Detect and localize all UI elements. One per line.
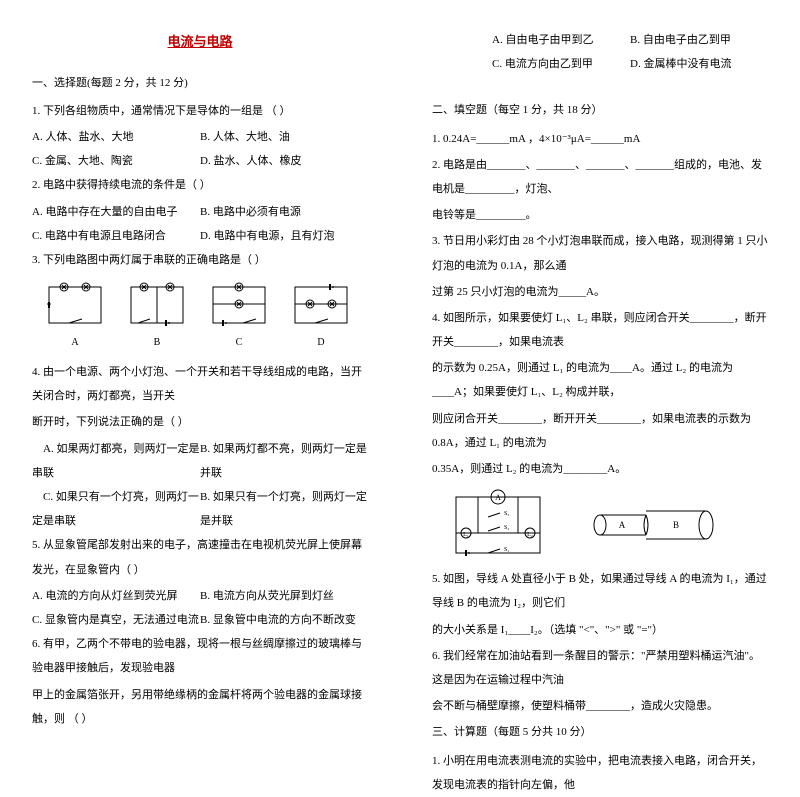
s2q6-line2: 会不断与桶壁摩擦，使塑料桶带________，造成火灾隐患。 [432, 694, 768, 718]
q1-b: B. 人体、大地、油 [200, 125, 368, 149]
circuit-a: A [44, 282, 106, 354]
svg-text:S₃: S₃ [504, 511, 509, 517]
q6-d: D. 金属棒中没有电流 [630, 52, 768, 76]
q1-d: D. 盐水、人体、橡皮 [200, 149, 368, 173]
s2q5-cylinder: A B [588, 503, 718, 547]
s2q5-line1: 5. 如图，导线 A 处直径小于 B 处，如果通过导线 A 的电流为 I₁，通过… [432, 567, 768, 615]
q1-opts: A. 人体、盐水、大地 B. 人体、大地、油 C. 金属、大地、陶瓷 D. 盐水… [32, 125, 368, 173]
s2q3-line1: 3. 节日用小彩灯由 28 个小灯泡串联而成，接入电路，现测得第 1 只小灯泡的… [432, 229, 768, 277]
s2q3-line2: 过第 25 只小灯泡的电流为_____A。 [432, 280, 768, 304]
s2q4-circuit: A L₁ L₂ S₂ S₃ S₁ [448, 489, 548, 561]
q5-stem: 5. 从显象管尾部发射出来的电子，高速撞击在电视机荧光屏上使屏幕发光，在显象管内… [32, 533, 368, 581]
circuit-a-label: A [71, 332, 78, 354]
circuit-b-label: B [154, 332, 161, 354]
circuit-b-svg [126, 282, 188, 328]
q2-c: C. 电路中有电源且电路闭合 [32, 224, 200, 248]
circuit-c-label: C [236, 332, 243, 354]
circuit-d-svg [290, 282, 352, 328]
q4-c: C. 如果只有一个灯亮，则两灯一定是串联 [32, 485, 200, 533]
s2q4-line3: 则应闭合开关________，断开开关________，如果电流表的示数为 0.… [432, 407, 768, 455]
s2q4-line2: 的示数为 0.25A，则通过 L₁ 的电流为____A。通过 L₂ 的电流为__… [432, 356, 768, 404]
s2q6-line1: 6. 我们经常在加油站看到一条醒目的警示："严禁用塑料桶运汽油"。这是因为在运输… [432, 644, 768, 692]
q5-opts: A. 电流的方向从灯丝到荧光屏 B. 电流方向从荧光屏到灯丝 C. 显象管内是真… [32, 584, 368, 632]
cyl-b: B [673, 520, 679, 530]
q5-c: C. 显象管内是真空，无法通过电流 [32, 608, 200, 632]
q6-b: B. 自由电子由乙到甲 [630, 28, 768, 52]
q2-opts: A. 电路中存在大量的自由电子 B. 电路中必须有电源 C. 电路中有电源且电路… [32, 200, 368, 248]
q1-stem: 1. 下列各组物质中，通常情况下是导体的一组是 （ ） [32, 99, 368, 123]
s2q5-line2: 的大小关系是 I₁____I₂。（选填 "<"、">" 或 "="） [432, 618, 768, 642]
s3q1: 1. 小明在用电流表测电流的实验中，把电流表接入电路，闭合开关，发现电流表的指针… [432, 749, 768, 797]
q5-b: B. 电流方向从荧光屏到灯丝 [200, 584, 368, 608]
q4-d: B. 如果只有一个灯亮，则两灯一定是并联 [200, 485, 368, 533]
svg-text:A: A [495, 493, 501, 502]
q2-b: B. 电路中必须有电源 [200, 200, 368, 224]
s2q4-line4: 0.35A，则通过 L₂ 的电流为________A。 [432, 457, 768, 481]
q5-d: B. 显象管中电流的方向不断改变 [200, 608, 368, 632]
svg-text:L₁: L₁ [463, 532, 469, 538]
q6-line1: 6. 有甲，乙两个不带电的验电器，现将一根与丝绸摩擦过的玻璃棒与验电器甲接触后，… [32, 632, 368, 680]
main-title: 电流与电路 [32, 28, 368, 57]
q3-stem: 3. 下列电路图中两灯属于串联的正确电路是（ ） [32, 248, 368, 272]
svg-text:S₂: S₂ [504, 525, 509, 531]
right-page: A. 自由电子由甲到乙 B. 自由电子由乙到甲 C. 电流方向由乙到甲 D. 金… [400, 0, 800, 563]
s2q4-line1: 4. 如图所示，如果要使灯 L₁、L₂ 串联，则应闭合开关________，断开… [432, 306, 768, 354]
q2-a: A. 电路中存在大量的自由电子 [32, 200, 200, 224]
q4-opts: A. 如果两灯都亮，则两灯一定是串联 B. 如果两灯都不亮，则两灯一定是并联 C… [32, 437, 368, 534]
q3-diagrams: A B C D [44, 282, 368, 354]
q1-c: C. 金属、大地、陶瓷 [32, 149, 200, 173]
q2-stem: 2. 电路中获得持续电流的条件是（ ） [32, 173, 368, 197]
q4-b: B. 如果两灯都不亮，则两灯一定是并联 [200, 437, 368, 485]
q4-line2: 断开时，下列说法正确的是（ ） [32, 410, 368, 434]
section3-header: 三、计算题（每题 5 分共 10 分） [432, 720, 768, 744]
circuit-c: C [208, 282, 270, 354]
circuit-a-svg [44, 282, 106, 328]
s2q2-line2: 电铃等是_________。 [432, 203, 768, 227]
s2q2-line1: 2. 电路是由_______、_______、_______、_______组成… [432, 153, 768, 201]
left-page: 电流与电路 一、选择题(每题 2 分，共 12 分) 1. 下列各组物质中，通常… [0, 0, 400, 563]
q6-opts: A. 自由电子由甲到乙 B. 自由电子由乙到甲 C. 电流方向由乙到甲 D. 金… [432, 28, 768, 76]
s2q1: 1. 0.24A=______mA ，4×10⁻³μA=______mA [432, 127, 768, 151]
circuit-c-svg [208, 282, 270, 328]
circuit-b: B [126, 282, 188, 354]
svg-text:S₁: S₁ [504, 547, 509, 553]
circuit-d: D [290, 282, 352, 354]
q6-a: A. 自由电子由甲到乙 [492, 28, 630, 52]
q2-d: D. 电路中有电源，且有灯泡 [200, 224, 368, 248]
section1-header: 一、选择题(每题 2 分，共 12 分) [32, 71, 368, 95]
q4-a: A. 如果两灯都亮，则两灯一定是串联 [32, 437, 200, 485]
section2-header: 二、填空题（每空 1 分，共 18 分） [432, 98, 768, 122]
q5-a: A. 电流的方向从灯丝到荧光屏 [32, 584, 200, 608]
s2q4-diagrams: A L₁ L₂ S₂ S₃ S₁ A B [448, 489, 768, 561]
circuit-d-label: D [317, 332, 324, 354]
q6-c: C. 电流方向由乙到甲 [492, 52, 630, 76]
q4-line1: 4. 由一个电源、两个小灯泡、一个开关和若干导线组成的电路，当开关闭合时，两灯都… [32, 360, 368, 408]
cyl-a: A [619, 520, 626, 530]
svg-text:L₂: L₂ [527, 532, 533, 538]
q6-line2: 甲上的金属箔张开，另用带绝缘柄的金属杆将两个验电器的金属球接触，则 （ ） [32, 683, 368, 731]
q1-a: A. 人体、盐水、大地 [32, 125, 200, 149]
